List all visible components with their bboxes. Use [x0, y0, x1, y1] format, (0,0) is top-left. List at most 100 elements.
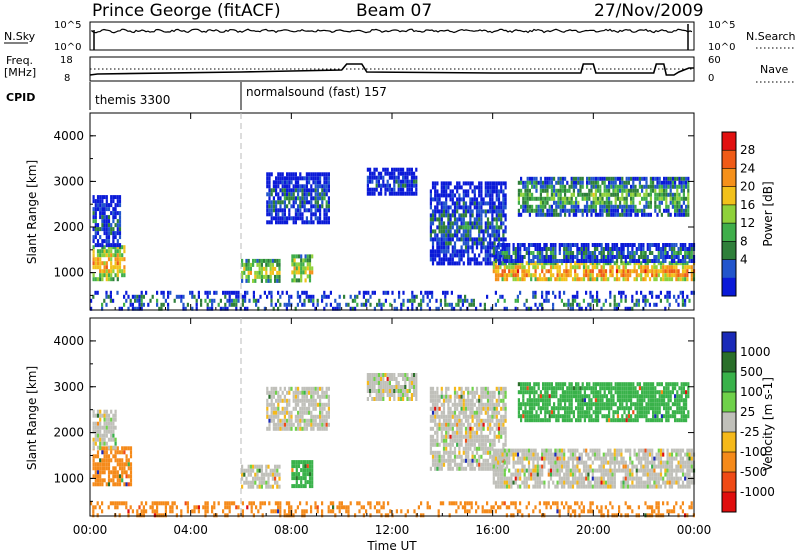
cell	[402, 397, 404, 401]
cell	[537, 469, 539, 473]
cell	[261, 263, 263, 267]
cell	[311, 484, 313, 488]
cell	[330, 303, 332, 307]
cell	[391, 192, 393, 196]
cell	[476, 419, 478, 423]
cell	[508, 247, 510, 251]
cell	[676, 197, 678, 201]
cell	[380, 172, 382, 176]
cell	[432, 407, 434, 411]
cell	[532, 243, 534, 247]
cell	[317, 299, 319, 303]
cell	[439, 467, 441, 471]
cell	[108, 430, 110, 434]
cell	[669, 255, 671, 259]
cell	[447, 431, 449, 435]
cell	[672, 205, 674, 209]
cell	[229, 291, 231, 295]
cell	[123, 245, 125, 249]
cell	[667, 185, 669, 189]
cell	[603, 473, 605, 477]
cell	[480, 395, 482, 399]
cell	[543, 299, 545, 303]
cell	[409, 192, 411, 196]
cell	[456, 261, 458, 265]
cell	[99, 470, 101, 474]
cell	[242, 303, 244, 307]
cell	[476, 197, 478, 201]
cell	[298, 278, 300, 282]
cell	[304, 403, 306, 407]
cell	[487, 257, 489, 261]
cell	[604, 189, 606, 193]
cell	[675, 261, 677, 265]
cell	[296, 254, 298, 258]
cell	[310, 184, 312, 188]
cell	[641, 197, 643, 201]
cell	[587, 465, 589, 469]
cell	[687, 213, 689, 217]
cell	[535, 265, 537, 269]
cell	[456, 431, 458, 435]
cell	[458, 213, 460, 217]
cell	[645, 189, 647, 193]
cell	[548, 299, 550, 303]
cell	[450, 241, 452, 245]
cell	[520, 189, 522, 193]
cell	[224, 295, 226, 299]
cell	[601, 273, 603, 277]
cell	[594, 485, 596, 489]
cell	[380, 176, 382, 180]
cell	[535, 457, 537, 461]
cell	[310, 176, 312, 180]
cell	[491, 407, 493, 411]
cell	[310, 419, 312, 423]
cell	[454, 387, 456, 391]
cell	[623, 277, 625, 281]
cell	[532, 457, 534, 461]
cell	[117, 227, 119, 231]
cell	[513, 457, 515, 461]
cell	[513, 465, 515, 469]
cell	[108, 454, 110, 458]
cell	[579, 259, 581, 263]
cell	[272, 271, 274, 275]
cell	[328, 295, 330, 299]
cell	[130, 466, 132, 470]
cell	[519, 243, 521, 247]
cell	[110, 470, 112, 474]
cell	[254, 465, 256, 469]
cell	[531, 197, 533, 201]
cell	[623, 251, 625, 255]
cell	[253, 295, 255, 299]
cell	[413, 295, 415, 299]
cell	[517, 461, 519, 465]
cell	[583, 243, 585, 247]
cell	[476, 213, 478, 217]
cell	[99, 434, 101, 438]
cell	[596, 295, 598, 299]
cell	[271, 212, 273, 216]
cell	[540, 197, 542, 201]
beam-label: Beam 07	[356, 1, 432, 21]
cell	[457, 303, 459, 307]
cell	[112, 231, 114, 235]
cell	[563, 485, 565, 489]
cell	[286, 419, 288, 423]
cell	[469, 463, 471, 467]
cell	[579, 177, 581, 181]
cell	[454, 217, 456, 221]
cell	[328, 184, 330, 188]
cell	[430, 467, 432, 471]
cell	[254, 477, 256, 481]
cell	[97, 291, 99, 295]
cell	[487, 221, 489, 225]
cell	[537, 473, 539, 477]
cell	[681, 181, 683, 185]
cell	[384, 184, 386, 188]
cell	[538, 213, 540, 217]
cell	[452, 233, 454, 237]
cell	[500, 427, 502, 431]
cell	[326, 216, 328, 220]
cell	[443, 419, 445, 423]
